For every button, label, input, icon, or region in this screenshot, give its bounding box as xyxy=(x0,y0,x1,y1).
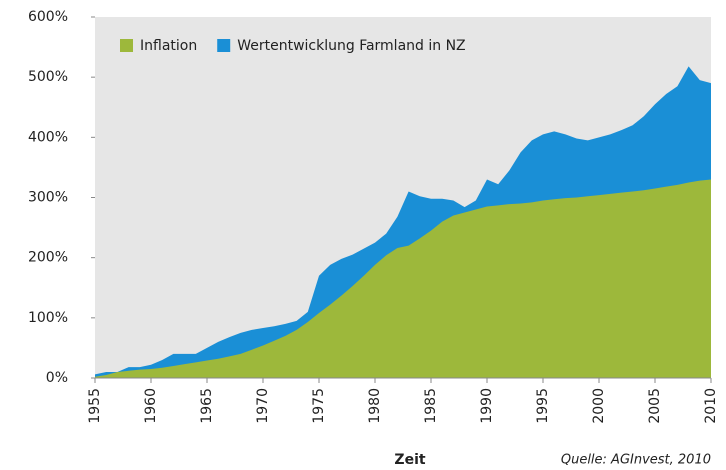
x-tick-label: 1990 xyxy=(479,388,495,424)
x-tick-label: 1985 xyxy=(423,388,439,424)
x-tick-label: 1970 xyxy=(255,388,271,424)
source: Quelle: AGInvest, 2010 xyxy=(561,453,711,468)
area xyxy=(95,179,711,378)
y-tick-label: 100% xyxy=(28,310,68,326)
y-tick-label: 400% xyxy=(28,129,68,145)
x-tick-label: 1965 xyxy=(199,388,215,424)
x-tick-label: 2000 xyxy=(591,388,607,424)
x-tick-label: 2005 xyxy=(647,388,663,424)
x-tick-label: 1975 xyxy=(311,388,327,424)
legend-swatch xyxy=(120,39,133,52)
legend-swatch xyxy=(217,39,231,52)
y-tick-label: 600% xyxy=(28,9,68,25)
legend-label: Wertentwicklung Farmland in NZ xyxy=(237,38,465,54)
legend-label: Inflation xyxy=(140,38,197,54)
x-tick-label: 1980 xyxy=(367,388,383,424)
x-axis-label: Zeit xyxy=(394,452,425,468)
y-tick-label: 0% xyxy=(46,370,68,386)
x-tick-label: 1955 xyxy=(87,388,103,424)
x-tick-label: 1960 xyxy=(143,388,159,424)
x-tick-label: 1995 xyxy=(535,388,551,424)
x-tick-label: 2010 xyxy=(703,388,719,424)
y-tick-label: 300% xyxy=(28,190,68,206)
y-tick-label: 200% xyxy=(28,250,68,266)
y-tick-label: 500% xyxy=(28,69,68,85)
